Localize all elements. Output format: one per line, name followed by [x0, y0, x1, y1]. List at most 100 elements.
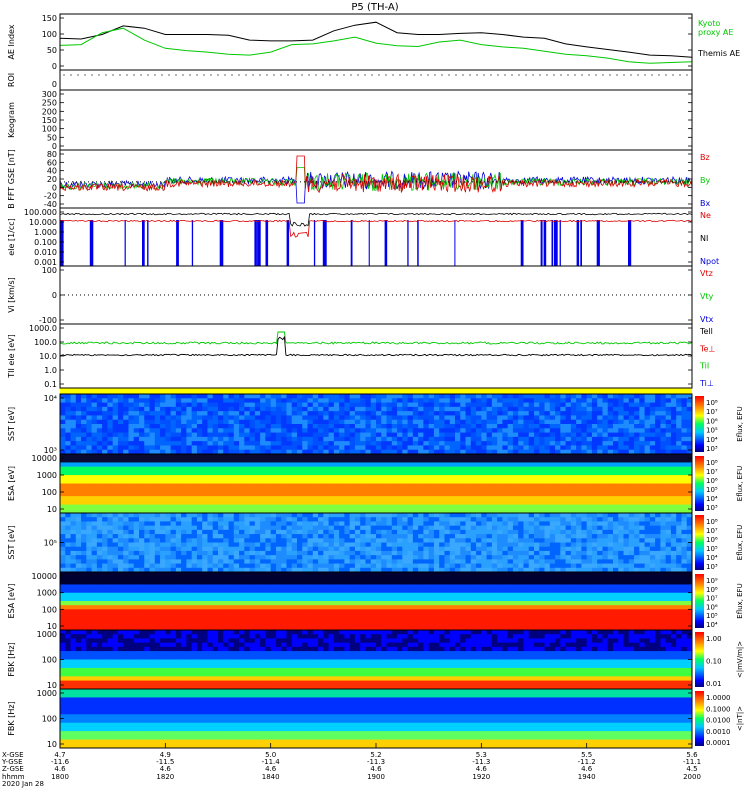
sst-elec-cell: [96, 529, 103, 535]
sst-ion-cell: [581, 415, 588, 421]
esa-ion-cell: [433, 479, 440, 484]
esa-ion-cell: [412, 508, 419, 514]
esa-ion-cell: [344, 483, 351, 489]
sst-elec-cell: [465, 521, 472, 527]
sst-ion-cell: [365, 411, 372, 416]
esa-ion-cell: [123, 508, 129, 514]
sst-elec-cell: [186, 550, 193, 556]
esa-ion-cell: [107, 475, 114, 480]
sst-ion-cell: [486, 415, 493, 421]
sst-ion-cell: [318, 441, 324, 446]
sst-ion-cell: [318, 419, 324, 425]
sst-elec-cell: [318, 567, 324, 573]
esa-ion-cell: [391, 470, 398, 476]
sst-elec-cell: [275, 563, 282, 569]
sst-elec-cell: [154, 534, 161, 539]
esa-ion-cell: [634, 496, 640, 501]
sst-elec-cell: [91, 529, 98, 535]
esa-ion-cell: [407, 496, 414, 501]
sst-ion-cell: [470, 432, 477, 438]
sst-ion-cell: [486, 436, 493, 442]
sst-ion-cell: [286, 394, 293, 399]
sst-ion-cell: [360, 432, 366, 438]
esa-ion-cell: [576, 479, 582, 484]
esa-ion-cell: [586, 462, 593, 468]
sst-elec-cell: [249, 550, 256, 556]
sst-ion-cell: [107, 449, 114, 455]
sst-elec-cell: [407, 534, 414, 539]
sst-ion-cell: [175, 424, 182, 429]
esa-ion-cell: [139, 454, 145, 459]
sst-ion-cell: [381, 449, 387, 455]
sst-elec-cell: [470, 538, 477, 543]
sst-ion-cell: [260, 441, 266, 446]
sst-ion-cell: [91, 432, 98, 438]
esa-ion-cell: [449, 491, 456, 497]
sst-ion-cell: [502, 406, 509, 412]
esa-ion-cell: [370, 491, 377, 497]
sst-elec-cell: [170, 529, 177, 535]
sst-elec-cell: [270, 529, 277, 535]
esa-ion-cell: [265, 508, 272, 514]
sst-ion-cell: [160, 394, 166, 399]
esa-ion-cell: [534, 479, 540, 484]
sst-ion-cell: [476, 402, 482, 408]
esa-ion-cell: [286, 458, 293, 463]
sst-ion-cell: [502, 428, 509, 433]
sst-elec-cell: [349, 538, 356, 543]
sst-elec-cell: [233, 542, 240, 548]
sst-ion-cell: [465, 411, 472, 416]
esa-ion-cell: [534, 458, 540, 463]
esa-ion-cell: [376, 475, 382, 480]
esa-ion-cell: [281, 483, 287, 489]
sst-elec-cell: [123, 542, 129, 548]
sst-ion-cell: [181, 411, 187, 416]
sst-ion-cell: [507, 428, 514, 433]
esa-ion-cell: [117, 491, 124, 497]
sst-ion-cell: [75, 415, 82, 421]
sst-ion-cell: [102, 436, 108, 442]
sst-ion-cell: [170, 449, 177, 455]
sst-elec-cell: [117, 555, 124, 560]
sst-ion-cell: [660, 402, 667, 408]
esa-ion-cell: [233, 491, 240, 497]
sst-ion-cell: [644, 402, 651, 408]
sst-elec-cell: [534, 534, 540, 539]
sst-ion-cell: [275, 424, 282, 429]
sst-ion-cell: [175, 436, 182, 442]
esa-ion-cell: [339, 491, 345, 497]
sst-elec-cell: [128, 546, 135, 552]
esa-ion-cell: [139, 462, 145, 468]
esa-ion-cell: [297, 454, 303, 459]
esa-ion-cell: [502, 454, 509, 459]
esa-ion-cell: [623, 487, 630, 493]
esa-ion-cell: [644, 508, 651, 514]
sst-ion-cell: [186, 436, 193, 442]
esa-ion-cell: [112, 491, 119, 497]
esa-ion-cell: [644, 491, 651, 497]
sst-ion-cell: [623, 411, 630, 416]
sst-elec-cell: [344, 542, 351, 548]
esa-ion-cell: [91, 483, 98, 489]
esa-ion-cell: [139, 487, 145, 493]
sst-elec-cell: [86, 550, 92, 556]
esa-ion-cell: [302, 496, 308, 501]
esa-ion-cell: [186, 466, 193, 472]
esa-ion-cell: [360, 479, 366, 484]
sst-elec-cell: [307, 559, 314, 564]
esa-ion-cell: [312, 508, 319, 514]
esa-ion-cell: [170, 504, 177, 510]
esa-ion-cell: [407, 475, 414, 480]
sst-ion-cell: [565, 424, 572, 429]
esa-ion-cell: [455, 470, 461, 476]
esa-ion-cell: [607, 462, 614, 468]
esa-ion-cell: [655, 458, 661, 463]
sst-ion-cell: [618, 411, 624, 416]
sst-elec-cell: [123, 521, 129, 527]
sst-ion-cell: [402, 432, 408, 438]
sst-ion-cell: [470, 441, 477, 446]
sst-ion-cell: [534, 406, 540, 412]
sst-ion-cell: [607, 424, 614, 429]
sst-ion-cell: [249, 411, 256, 416]
sst-ion-cell: [481, 415, 487, 421]
